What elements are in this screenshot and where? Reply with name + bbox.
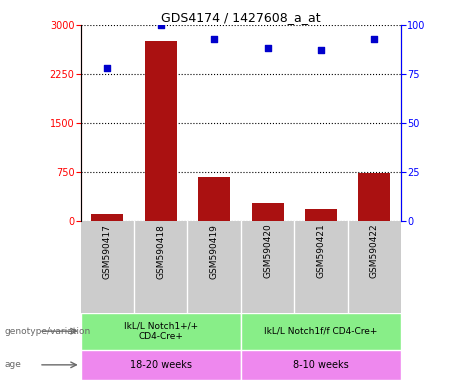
Bar: [241, 313, 401, 349]
Bar: [145, 41, 177, 221]
Title: GDS4174 / 1427608_a_at: GDS4174 / 1427608_a_at: [161, 11, 321, 24]
Text: IkL/L Notch1f/f CD4-Cre+: IkL/L Notch1f/f CD4-Cre+: [264, 327, 378, 336]
Bar: [252, 203, 284, 221]
Bar: [91, 214, 124, 221]
Bar: [198, 177, 230, 221]
Text: IkL/L Notch1+/+
CD4-Cre+: IkL/L Notch1+/+ CD4-Cre+: [124, 321, 198, 341]
Bar: [305, 209, 337, 221]
Text: genotype/variation: genotype/variation: [5, 327, 91, 336]
Point: [317, 47, 325, 53]
Text: GSM590419: GSM590419: [210, 224, 219, 278]
Text: GSM590420: GSM590420: [263, 224, 272, 278]
Text: GSM590418: GSM590418: [156, 224, 165, 278]
Point: [371, 36, 378, 42]
Text: GSM590421: GSM590421: [316, 224, 325, 278]
Point: [157, 22, 165, 28]
Point: [104, 65, 111, 71]
Bar: [81, 313, 241, 349]
Text: age: age: [5, 360, 22, 369]
Bar: [241, 349, 401, 380]
Text: 8-10 weeks: 8-10 weeks: [293, 360, 349, 370]
Text: GSM590417: GSM590417: [103, 224, 112, 278]
Text: 18-20 weeks: 18-20 weeks: [130, 360, 192, 370]
Text: GSM590422: GSM590422: [370, 224, 379, 278]
Bar: [81, 349, 241, 380]
Point: [211, 36, 218, 42]
Point: [264, 45, 271, 51]
Bar: [358, 173, 390, 221]
